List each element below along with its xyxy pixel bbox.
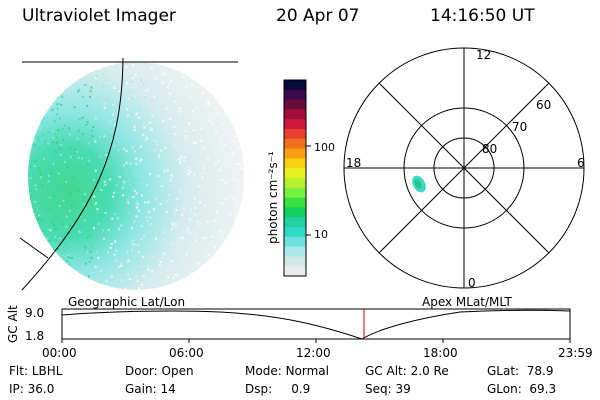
colorbar-tick-100: 100 [314, 141, 335, 154]
timeline-left-title: Geographic Lat/Lon [68, 295, 186, 309]
colorbar-swatch [284, 207, 306, 218]
altitude-curve [61, 309, 571, 340]
colorbar-swatch [284, 266, 306, 277]
colorbar-swatch [284, 187, 306, 199]
mlt-label-left: 18 [346, 156, 362, 170]
mode-value: Normal [285, 364, 329, 378]
gcalt-label: GC Alt: [365, 364, 407, 378]
time-label: 14:16:50 UT [430, 6, 535, 26]
timeline-x-tick-3: 18:00 [423, 346, 458, 360]
colorbar-swatch [284, 246, 306, 257]
seq-label: Seq: [365, 382, 392, 396]
timeline-y-tick-top: 9.0 [25, 306, 45, 320]
colorbar-swatch [284, 89, 306, 101]
gain-value: 14 [160, 382, 176, 396]
ip-value: 36.0 [27, 382, 55, 396]
colorbar-swatch [284, 80, 306, 91]
timeline-x-tick-0: 00:00 [42, 346, 77, 360]
timeline-x-tick-1: 06:00 [169, 346, 204, 360]
ip-label: IP: [9, 382, 24, 396]
map-edge-line [19, 237, 49, 259]
colorbar-swatch [284, 197, 306, 208]
colorbar-swatch [284, 256, 306, 267]
ip-info: IP: 36.0 [9, 382, 54, 396]
gain-info: Gain: 14 [125, 382, 176, 396]
timeline-x-tick-2: 12:00 [296, 346, 331, 360]
dsp-value: 0.9 [291, 382, 311, 396]
colorbar-swatch [284, 236, 306, 248]
colorbar-swatch [284, 99, 306, 110]
gcalt-value: 2.0 Re [410, 364, 449, 378]
gcalt-info: GC Alt: 2.0 Re [365, 364, 449, 378]
flt-value: LBHL [31, 364, 63, 378]
lat-label-70: 70 [512, 120, 528, 134]
colorbar-swatch [284, 119, 306, 130]
door-label: Door: [125, 364, 158, 378]
glat-value: 78.9 [526, 364, 554, 378]
mode-info: Mode: Normal [245, 364, 329, 378]
timeline-x-tick-4: 23:59 [558, 346, 593, 360]
timeline-y-tick-bottom: 1.8 [25, 329, 45, 343]
lat-label-80: 80 [482, 142, 498, 156]
colorbar-swatch [284, 217, 306, 228]
date-label: 20 Apr 07 [276, 6, 360, 26]
door-info: Door: Open [125, 364, 194, 378]
seq-value: 39 [395, 382, 411, 396]
colorbar-swatch [284, 148, 306, 159]
colorbar-swatch [284, 227, 306, 238]
colorbar-swatch [284, 168, 306, 179]
dsp-info: Dsp: 0.9 [245, 382, 310, 396]
colorbar-swatch [284, 178, 306, 189]
timeline-right-title: Apex MLat/MLT [422, 295, 512, 309]
colorbar-tick-10: 10 [314, 228, 328, 241]
colorbar [283, 79, 307, 277]
glon-value: 69.3 [529, 382, 557, 396]
glat-info: GLat: 78.9 [487, 364, 553, 378]
flt-label: Flt: [9, 364, 28, 378]
dsp-label: Dsp: [245, 382, 273, 396]
mode-label: Mode: [245, 364, 282, 378]
app-title: Ultraviolet Imager [22, 6, 176, 26]
glon-info: GLon: 69.3 [487, 382, 556, 396]
flt-info: Flt: LBHL [9, 364, 62, 378]
colorbar-swatch [284, 109, 306, 120]
glat-label: GLat: [487, 364, 520, 378]
colorbar-ticks [306, 145, 311, 236]
seq-info: Seq: 39 [365, 382, 411, 396]
lat-label-60: 60 [536, 98, 552, 112]
colorbar-swatch [284, 129, 306, 140]
gain-label: Gain: [125, 382, 157, 396]
mlt-label-top: 12 [476, 48, 492, 62]
mlt-label-bottom: 0 [468, 276, 476, 290]
terminator-line [21, 57, 124, 291]
glon-label: GLon: [487, 382, 522, 396]
mlt-label-right: 6 [577, 156, 585, 170]
colorbar-swatch [284, 158, 306, 169]
colorbar-swatch [284, 138, 306, 150]
door-value: Open [161, 364, 194, 378]
